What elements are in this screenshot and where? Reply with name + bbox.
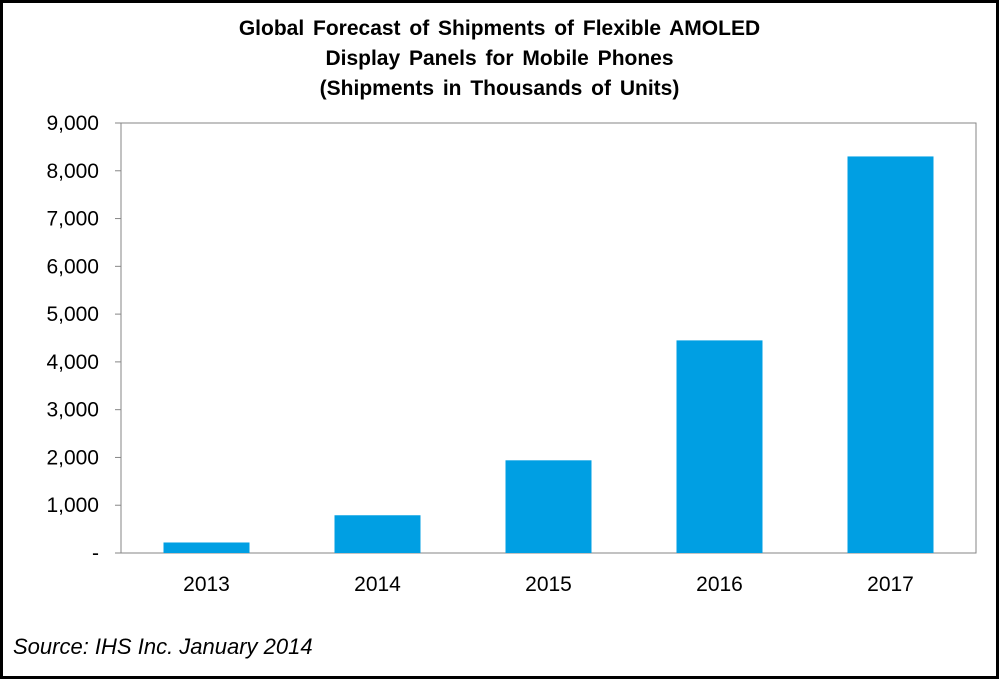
x-tick-label: 2014 — [354, 573, 401, 596]
x-tick-label: 2013 — [183, 573, 230, 596]
bar-2017 — [847, 156, 934, 553]
bar-2014 — [334, 515, 421, 553]
x-tick-label: 2015 — [525, 573, 572, 596]
y-tick-label: - — [92, 542, 99, 565]
source-note: Source: IHS Inc. January 2014 — [13, 634, 313, 659]
chart-title-line-1: Global Forecast of Shipments of Flexible… — [238, 17, 761, 40]
bar-2016 — [676, 340, 763, 553]
y-tick-label: 9,000 — [46, 112, 99, 135]
y-tick-label: 4,000 — [46, 351, 99, 374]
chart-title-line-2: Display Panels for Mobile Phones — [325, 47, 674, 70]
y-tick-label: 5,000 — [46, 303, 99, 326]
x-tick-label: 2017 — [867, 573, 914, 596]
x-tick-label: 2016 — [696, 573, 743, 596]
bar-2015 — [505, 460, 592, 553]
y-tick-label: 2,000 — [46, 446, 99, 469]
y-tick-label: 6,000 — [46, 255, 99, 278]
y-tick-label: 1,000 — [46, 494, 99, 517]
y-tick-label: 7,000 — [46, 208, 99, 231]
bar-2013 — [163, 542, 250, 553]
y-tick-label: 8,000 — [46, 160, 99, 183]
chart-title-line-3: (Shipments in Thousands of Units) — [319, 77, 680, 100]
y-tick-label: 3,000 — [46, 399, 99, 422]
chart-title: Global Forecast of Shipments of Flexible… — [0, 14, 999, 104]
